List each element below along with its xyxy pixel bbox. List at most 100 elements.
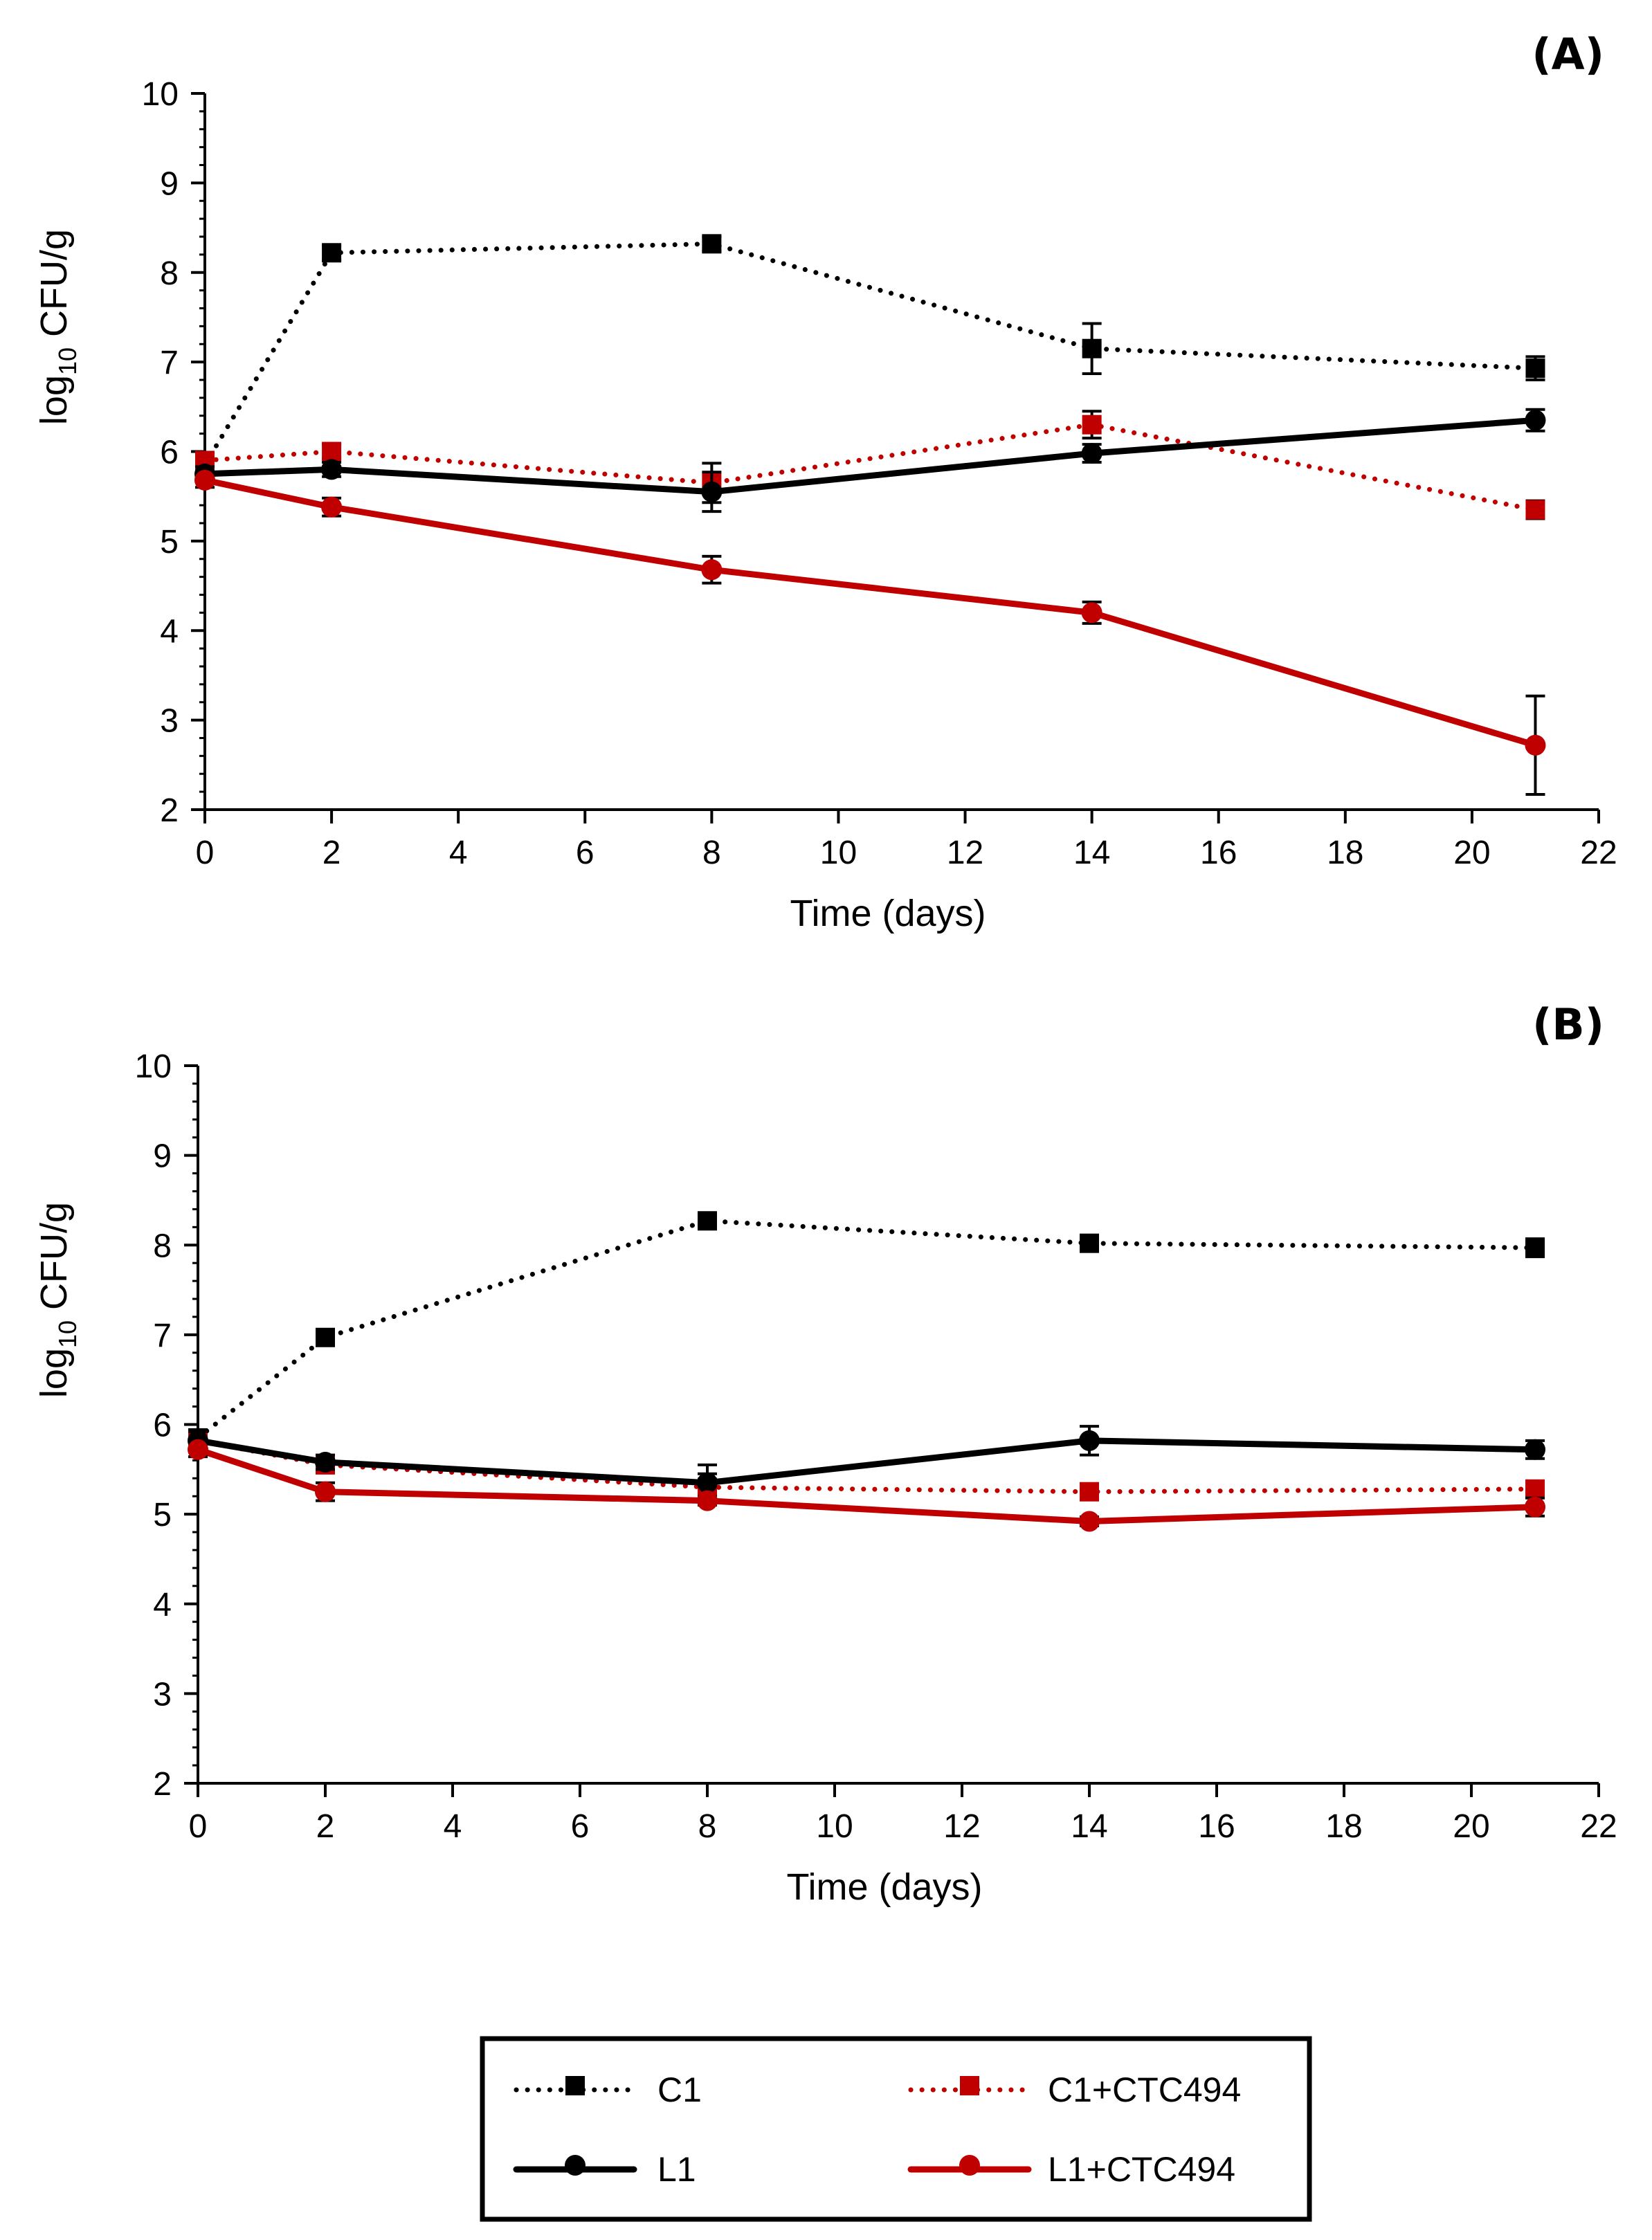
data-point <box>322 441 342 462</box>
x-tick-label: 8 <box>702 835 721 871</box>
series-line <box>201 477 1538 749</box>
data-point <box>701 559 723 581</box>
legend-marker <box>565 2155 586 2176</box>
y-tick-label: 3 <box>153 1676 172 1713</box>
x-tick-label: 12 <box>943 1808 980 1845</box>
series-line <box>194 1446 1538 1524</box>
x-tick-label: 4 <box>444 1808 462 1845</box>
x-tick-label: 6 <box>571 1808 590 1845</box>
legend-label: C1 <box>657 2070 702 2109</box>
data-point <box>315 1481 336 1502</box>
x-tick-label: 0 <box>189 1808 208 1845</box>
data-point <box>1525 358 1545 379</box>
legend-item-c1-ctc494: C1+CTC494 <box>908 2070 1241 2109</box>
data-point <box>697 1472 718 1493</box>
y-axis-title-main: log <box>33 375 75 425</box>
data-point <box>1080 1482 1099 1502</box>
x-tick-label: 14 <box>1073 835 1110 871</box>
y-tick-label: 10 <box>135 1048 172 1085</box>
x-tick-label: 14 <box>1071 1808 1107 1845</box>
data-point <box>698 1211 717 1231</box>
data-point <box>1525 1496 1545 1518</box>
data-point <box>1525 500 1545 520</box>
y-axis-title-subscript: 10 <box>53 347 82 375</box>
x-tick-label: 6 <box>576 835 594 871</box>
legend-label: L1 <box>657 2150 696 2189</box>
data-point <box>322 243 342 263</box>
x-tick-label: 18 <box>1325 1808 1362 1845</box>
series-l1-ctc494 <box>194 469 1546 796</box>
y-axis-title: log10 CFU/g <box>33 229 82 425</box>
x-tick-label: 16 <box>1200 835 1237 871</box>
data-point <box>701 481 723 502</box>
data-point <box>1525 734 1546 756</box>
data-point <box>697 1490 718 1511</box>
y-axis-title-unit: CFU/g <box>33 229 75 347</box>
x-axis-title: Time (days) <box>786 1866 982 1908</box>
x-tick-label: 16 <box>1198 1808 1235 1845</box>
legend-item-c1: C1 <box>514 2070 702 2109</box>
panel-label: (A) <box>1532 29 1604 80</box>
data-point <box>1525 1238 1545 1258</box>
x-tick-label: 18 <box>1327 835 1363 871</box>
data-point <box>1080 1233 1099 1253</box>
data-point <box>1525 1439 1545 1460</box>
series-c1-ctc494 <box>195 410 1545 520</box>
y-tick-label: 7 <box>160 345 179 381</box>
y-tick-label: 8 <box>160 255 179 292</box>
x-tick-label: 20 <box>1453 835 1490 871</box>
x-tick-label: 2 <box>323 835 341 871</box>
series-c1 <box>195 234 1545 475</box>
y-axis-title-main: log <box>33 1348 75 1398</box>
data-point <box>1081 602 1102 623</box>
y-axis-title-subscript: 10 <box>53 1320 82 1348</box>
data-point <box>1082 415 1102 435</box>
data-point <box>316 1327 335 1347</box>
x-tick-label: 8 <box>698 1808 717 1845</box>
data-point <box>1525 1479 1545 1499</box>
data-point <box>1525 410 1546 431</box>
y-tick-label: 5 <box>153 1497 172 1533</box>
y-tick-label: 4 <box>153 1587 172 1623</box>
y-axis-title: log10 CFU/g <box>33 1202 82 1398</box>
y-tick-label: 2 <box>160 792 179 829</box>
legend: C1 C1+CTC494 L1 L1+CTC494 <box>480 2036 1312 2222</box>
series-c1 <box>188 1211 1545 1448</box>
series-line <box>202 241 1538 468</box>
legend-item-l1: L1 <box>513 2150 696 2189</box>
y-axis-title-unit: CFU/g <box>33 1202 75 1320</box>
legend-label: C1+CTC494 <box>1048 2070 1241 2109</box>
x-tick-label: 10 <box>816 1808 853 1845</box>
legend-item-l1-ctc494: L1+CTC494 <box>907 2150 1235 2189</box>
y-tick-label: 5 <box>160 524 179 561</box>
y-tick-label: 9 <box>153 1138 172 1175</box>
x-tick-label: 0 <box>196 835 215 871</box>
data-point <box>321 496 343 518</box>
series-line <box>195 1218 1538 1441</box>
x-tick-label: 22 <box>1580 1808 1617 1845</box>
data-point <box>1079 1430 1100 1451</box>
x-tick-label: 4 <box>449 835 468 871</box>
legend-marker <box>565 2076 585 2095</box>
data-point <box>321 459 343 480</box>
panel-label: (B) <box>1532 999 1604 1050</box>
x-tick-label: 20 <box>1453 1808 1489 1845</box>
data-point <box>194 469 215 491</box>
data-point <box>315 1451 336 1473</box>
data-point <box>702 234 722 254</box>
y-tick-label: 3 <box>160 703 179 740</box>
legend-marker <box>959 2155 980 2176</box>
legend-label: L1+CTC494 <box>1048 2150 1235 2189</box>
y-tick-label: 7 <box>153 1318 172 1354</box>
y-tick-label: 9 <box>160 165 179 202</box>
x-axis-title: Time (days) <box>790 893 986 934</box>
y-tick-label: 2 <box>153 1766 172 1803</box>
y-tick-label: 8 <box>153 1228 172 1264</box>
x-tick-label: 22 <box>1580 835 1617 871</box>
data-point <box>1082 338 1102 358</box>
legend-marker <box>960 2076 979 2095</box>
data-point <box>1079 1511 1100 1532</box>
